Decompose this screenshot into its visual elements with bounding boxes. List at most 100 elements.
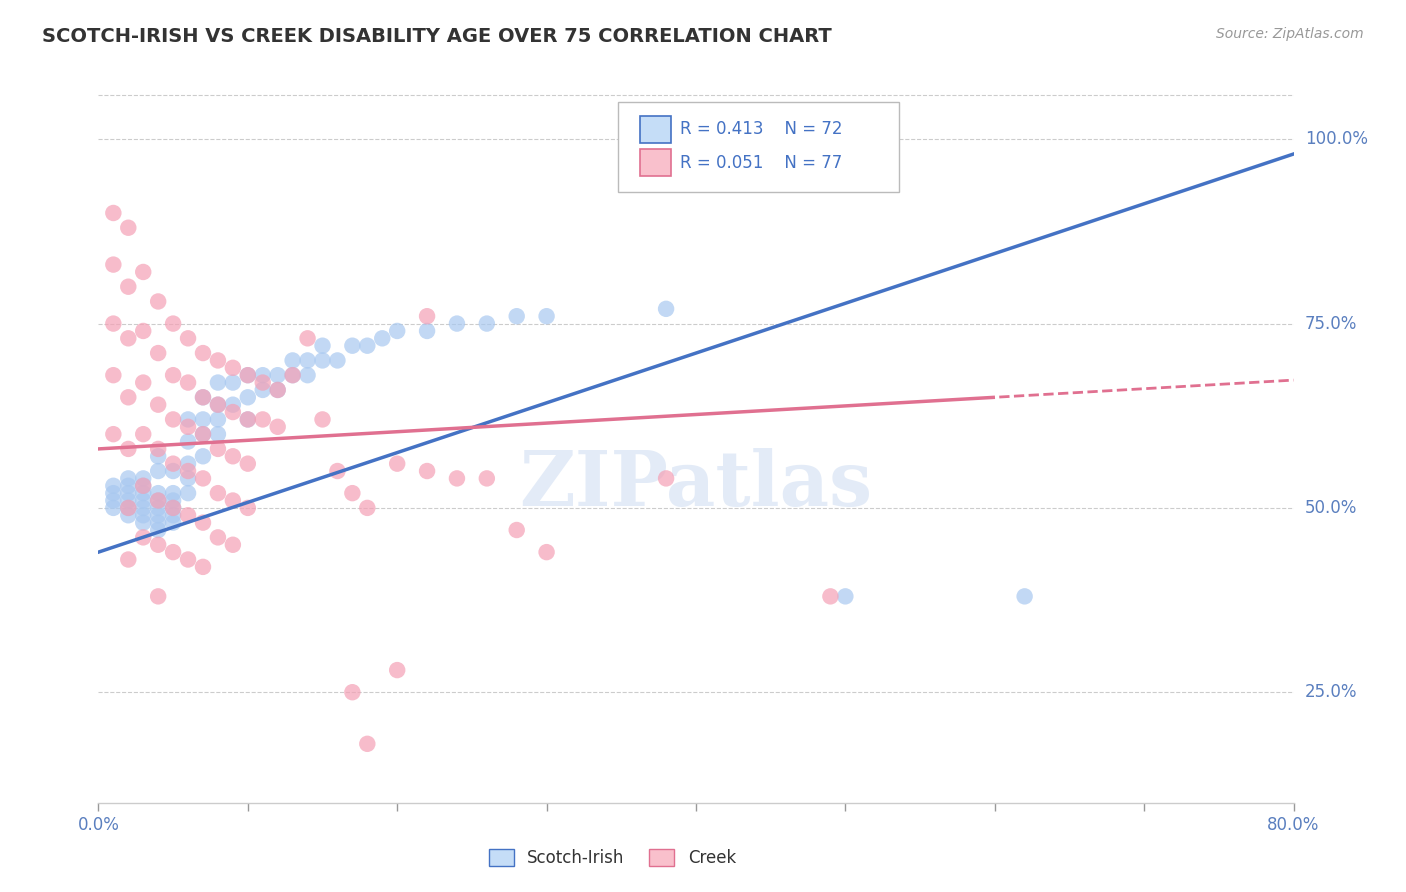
Point [117,493,139,508]
Point [191,412,214,426]
Point [267,383,290,397]
Point [371,331,394,345]
Point [132,493,155,508]
Point [356,737,378,751]
Point [191,471,214,485]
Point [162,500,184,515]
Point [148,294,170,309]
Point [356,500,378,515]
Point [132,479,155,493]
Point [252,383,274,397]
Point [132,479,155,493]
Point [267,368,290,383]
Point [475,317,498,331]
Point [385,663,409,677]
Point [117,390,139,404]
Point [132,376,155,390]
Point [162,412,184,426]
Point [191,427,214,442]
Point [236,368,259,383]
Bar [640,116,671,143]
Point [326,464,349,478]
Point [177,419,200,434]
Point [177,464,200,478]
Point [132,516,155,530]
Point [132,471,155,485]
Point [177,434,200,449]
Point [117,331,139,345]
Point [252,412,274,426]
Point [222,398,245,412]
Point [177,486,200,500]
Point [117,552,139,566]
Point [297,353,319,368]
Point [117,500,139,515]
Point [148,516,170,530]
Point [236,368,259,383]
Point [148,398,170,412]
Point [132,265,155,279]
Point [177,412,200,426]
Text: 50.0%: 50.0% [1305,499,1357,516]
Point [207,398,229,412]
Point [117,279,139,293]
Point [834,590,856,604]
Point [117,486,139,500]
Point [191,450,214,464]
Point [148,493,170,508]
Point [252,368,274,383]
Point [148,493,170,508]
Point [207,376,229,390]
Point [267,383,290,397]
Point [162,317,184,331]
Point [356,339,378,353]
Point [820,590,842,604]
Point [162,500,184,515]
Point [297,368,319,383]
Point [162,493,184,508]
Point [207,442,229,456]
Point [222,376,245,390]
Point [132,508,155,523]
Point [326,353,349,368]
Point [148,523,170,537]
Point [252,376,274,390]
Point [207,486,229,500]
Point [162,486,184,500]
Point [446,317,468,331]
Point [162,368,184,383]
Point [162,545,184,559]
Point [117,479,139,493]
Point [177,508,200,523]
Point [103,368,125,383]
Point [311,412,333,426]
Point [148,590,170,604]
Point [177,457,200,471]
Text: ZIPatlas: ZIPatlas [519,448,873,522]
Point [342,685,364,699]
Text: R = 0.051    N = 77: R = 0.051 N = 77 [681,153,842,171]
Point [536,545,558,559]
Point [655,301,678,316]
Point [162,457,184,471]
Point [148,500,170,515]
Point [103,206,125,220]
Point [177,471,200,485]
Point [416,464,439,478]
Point [1014,590,1036,604]
Point [222,450,245,464]
Point [222,405,245,419]
Point [148,464,170,478]
Point [222,538,245,552]
Point [148,538,170,552]
Point [385,324,409,338]
Point [207,530,229,544]
Point [416,324,439,338]
Point [132,530,155,544]
Point [148,442,170,456]
Point [236,412,259,426]
Point [236,412,259,426]
Point [191,346,214,360]
Point [506,309,529,323]
Point [475,471,498,485]
